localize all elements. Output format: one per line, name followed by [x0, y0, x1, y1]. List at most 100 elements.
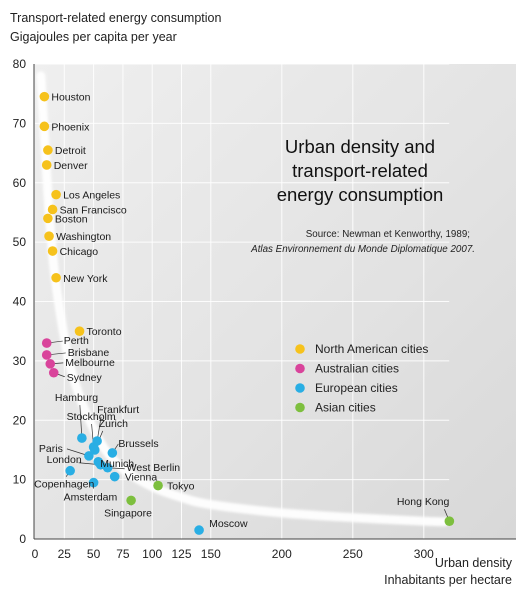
x-tick-75: 75: [116, 547, 130, 561]
point-san-francisco: [47, 204, 58, 215]
x-tick-50: 50: [87, 547, 101, 561]
x-tick-labels: 0 25 50 75 100 125 150 200 250 300: [32, 547, 434, 561]
y-tick-70: 70: [13, 116, 27, 130]
label-denver: Denver: [54, 160, 88, 172]
y-tick-40: 40: [13, 295, 27, 309]
y-tick-60: 60: [13, 176, 27, 190]
label-hong-kong: Hong Kong: [397, 496, 450, 508]
label-perth: Perth: [64, 335, 89, 347]
y-axis-title-line-1: Transport-related energy consumption: [10, 11, 221, 25]
point-toronto: [74, 326, 85, 336]
y-tick-10: 10: [13, 473, 27, 487]
label-tokyo: Tokyo: [167, 481, 195, 493]
x-tick-150: 150: [201, 547, 221, 561]
point-vienna: [109, 471, 120, 482]
label-london: London: [47, 454, 82, 466]
label-copenhagen: Copenhagen: [34, 479, 94, 491]
source-line-1: Source: Newman et Kenworthy, 1989;: [306, 229, 470, 240]
point-sydney: [48, 367, 59, 378]
point-houston: [39, 91, 50, 102]
label-toronto: Toronto: [87, 326, 122, 338]
label-west-berlin: West Berlin: [127, 462, 181, 474]
label-sydney: Sydney: [67, 372, 103, 384]
label-frankfurt: Frankfurt: [97, 404, 139, 416]
y-tick-30: 30: [13, 354, 27, 368]
city-labels: Houston Phoenix Detroit Denver Los Angeles Sa…: [34, 92, 449, 530]
leader-hamburg: [79, 405, 83, 439]
y-tick-50: 50: [13, 235, 27, 249]
label-detroit: Detroit: [55, 145, 86, 157]
point-west-berlin: [102, 462, 113, 473]
x-tick-0: 0: [32, 547, 39, 561]
point-boston: [43, 213, 53, 224]
label-singapore: Singapore: [104, 507, 152, 519]
x-axis-title-line-2: Inhabitants per hectare: [384, 573, 512, 587]
label-phoenix: Phoenix: [51, 121, 90, 133]
label-paris: Paris: [39, 443, 63, 455]
point-new-york: [51, 272, 61, 283]
legend-marker-australian-cities: [295, 363, 305, 374]
point-hong-kong: [444, 516, 455, 526]
point-tokyo: [153, 480, 163, 491]
grid-lines: [35, 63, 450, 539]
legend-label-north-american-cities: North American cities: [315, 342, 428, 356]
point-singapore: [126, 495, 136, 506]
x-tick-250: 250: [343, 547, 363, 561]
point-washington: [44, 231, 54, 241]
point-los-angeles: [51, 189, 61, 200]
legend-label-asian-cities: Asian cities: [315, 401, 376, 415]
label-brisbane: Brisbane: [68, 347, 110, 359]
point-brisbane: [41, 350, 52, 360]
chart-title-line-3: energy consumption: [277, 184, 444, 205]
point-amsterdam: [88, 477, 99, 488]
label-melbourne: Melbourne: [65, 357, 115, 369]
legend-marker-asian-cities: [295, 402, 305, 413]
x-tick-125: 125: [171, 547, 191, 561]
point-detroit: [43, 145, 53, 155]
point-hamburg: [77, 433, 87, 443]
label-amsterdam: Amsterdam: [64, 492, 118, 504]
label-vienna: Vienna: [125, 472, 158, 484]
label-new-york: New York: [63, 273, 108, 285]
x-tick-100: 100: [142, 547, 162, 561]
legend-marker-european-cities: [295, 383, 305, 393]
y-tick-80: 80: [13, 57, 27, 71]
point-denver: [41, 160, 52, 170]
x-tick-200: 200: [272, 547, 292, 561]
label-munich: Munich: [100, 458, 134, 470]
label-brussels: Brussels: [118, 438, 158, 450]
x-tick-25: 25: [58, 547, 72, 561]
point-brussels: [107, 448, 118, 458]
label-moscow: Moscow: [209, 518, 248, 530]
y-tick-0: 0: [19, 532, 26, 546]
point-moscow: [194, 525, 204, 535]
chart-title-line-1: Urban density and: [285, 136, 435, 157]
label-washington: Washington: [56, 231, 111, 243]
legend: North American cities Australian cities Eu…: [295, 342, 428, 415]
legend-marker-north-american-cities: [295, 344, 305, 354]
point-copenhagen: [65, 465, 75, 476]
x-tick-300: 300: [414, 547, 434, 561]
label-hamburg: Hamburg: [55, 392, 98, 404]
label-san-francisco: San Francisco: [60, 204, 127, 216]
legend-label-australian-cities: Australian cities: [315, 362, 399, 376]
point-paris: [84, 451, 94, 461]
point-frankfurt: [92, 436, 102, 446]
label-chicago: Chicago: [60, 246, 99, 258]
point-chicago: [47, 246, 58, 256]
label-houston: Houston: [51, 92, 90, 104]
source-line-2: Atlas Environnement du Monde Diplomatiqu…: [250, 244, 475, 255]
y-axis-title-line-2: Gigajoules per capita per year: [10, 30, 177, 44]
data-points: [39, 91, 455, 535]
chart-title-line-2: transport-related: [292, 160, 428, 181]
y-tick-20: 20: [13, 413, 27, 427]
point-melbourne: [45, 359, 56, 369]
point-zurich: [89, 445, 100, 455]
label-boston: Boston: [55, 213, 88, 225]
point-perth: [41, 338, 52, 348]
y-tick-labels: 0 10 20 30 40 50 60 70 80: [13, 57, 27, 546]
label-los-angeles: Los Angeles: [63, 190, 120, 202]
label-stockholm: Stockholm: [67, 411, 116, 423]
